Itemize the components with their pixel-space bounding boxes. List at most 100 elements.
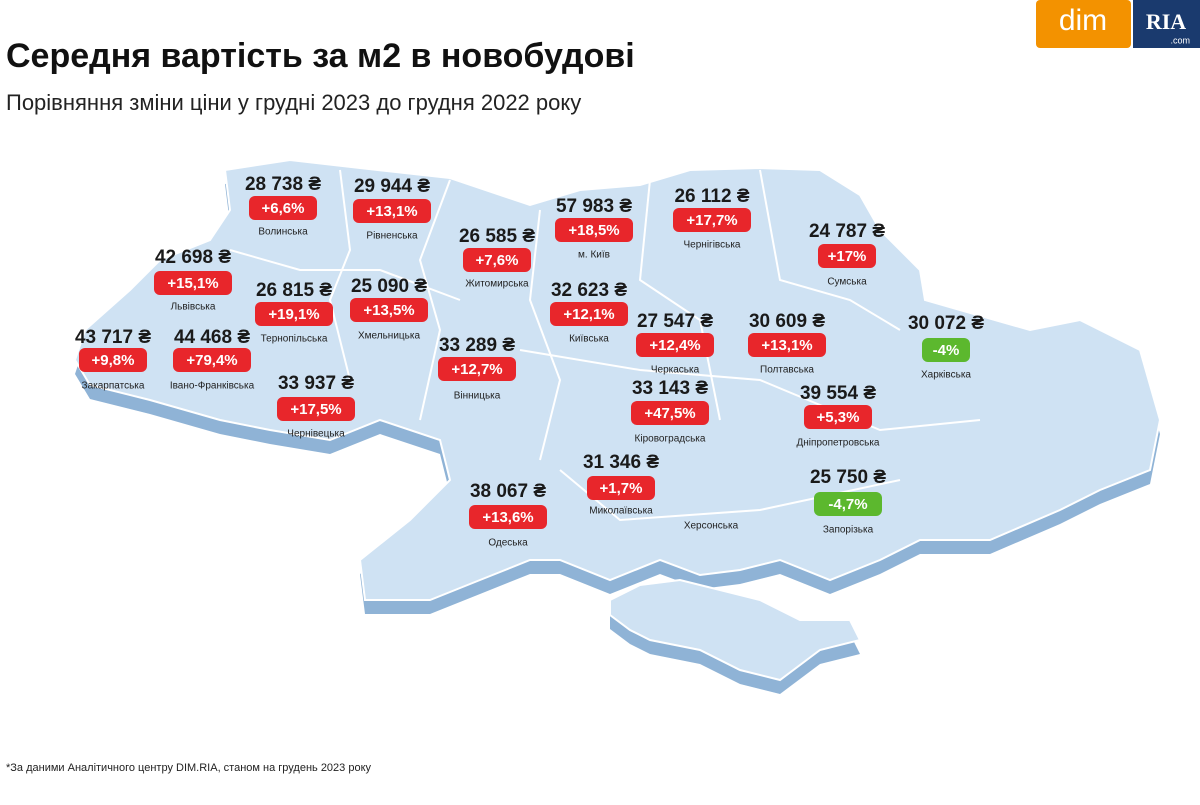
region-price: 30 609 ₴	[749, 311, 825, 332]
region-change: +9,8%	[92, 352, 135, 369]
region-change: +5,3%	[817, 409, 860, 426]
region-price: 30 072 ₴	[908, 313, 984, 334]
change-badge	[587, 476, 655, 500]
region-name: Дніпропетровська	[797, 438, 880, 449]
region-name: Запорізька	[823, 525, 874, 536]
region-price: 39 554 ₴	[800, 383, 876, 404]
change-badge	[550, 302, 628, 326]
region-price: 25 090 ₴	[351, 276, 427, 297]
region-price: 24 787 ₴	[809, 221, 885, 242]
region-price: 26 815 ₴	[256, 280, 332, 301]
region-change: -4%	[933, 342, 960, 359]
region-borders	[229, 169, 981, 522]
region-price: 31 346 ₴	[583, 452, 659, 473]
region-name: Вінницька	[454, 391, 501, 402]
region-name: Закарпатська	[82, 381, 145, 392]
change-badge	[631, 401, 709, 425]
region-price: 33 937 ₴	[278, 373, 354, 394]
title: Середня вартість за м2 в новобудові	[6, 37, 635, 75]
region-change: +79,4%	[186, 352, 237, 369]
region-name: Херсонська	[684, 521, 739, 532]
region-name: Рівненська	[366, 231, 418, 242]
region-name: Кіровоградська	[635, 434, 706, 445]
region-name: Харківська	[921, 370, 971, 381]
region-price: 43 717 ₴	[75, 327, 151, 348]
region-name: Львівська	[171, 302, 216, 313]
region-price: 33 289 ₴	[439, 335, 515, 356]
change-badge	[350, 298, 428, 322]
region-change: +7,6%	[476, 252, 519, 269]
ria-logo-domain: .com	[1170, 35, 1190, 45]
map	[73, 158, 1162, 694]
region-name: Чернігівська	[684, 240, 741, 251]
region-change: +18,5%	[568, 222, 619, 239]
region-price: 29 944 ₴	[354, 176, 430, 197]
region-change: +19,1%	[268, 306, 319, 323]
change-badge	[814, 492, 882, 516]
region-name: Полтавська	[760, 365, 814, 376]
region-name: Сумська	[827, 277, 867, 288]
region-change: +12,4%	[649, 337, 700, 354]
region-change: +47,5%	[644, 405, 695, 422]
change-badge	[748, 333, 826, 357]
region-price: 26 585 ₴	[459, 226, 535, 247]
change-badge	[249, 196, 317, 220]
region-name: Волинська	[258, 227, 308, 238]
change-badge	[469, 505, 547, 529]
region-price: 42 698 ₴	[155, 247, 231, 268]
region-change: +15,1%	[167, 275, 218, 292]
dim-logo-text: dim	[1059, 4, 1107, 37]
change-badge	[79, 348, 147, 372]
region-price: 26 112 ₴	[674, 186, 749, 207]
region-change: +12,1%	[563, 306, 614, 323]
region-name: Житомирська	[465, 279, 529, 290]
change-badge	[555, 218, 633, 242]
change-badge	[353, 199, 431, 223]
region-name: Одеська	[488, 538, 528, 549]
change-badge	[173, 348, 251, 372]
region-name: Київська	[569, 334, 609, 345]
change-badge	[463, 248, 531, 272]
change-badge	[255, 302, 333, 326]
region-change: +12,7%	[451, 361, 502, 378]
region-price: 33 143 ₴	[632, 378, 708, 399]
region-price: 44 468 ₴	[174, 327, 250, 348]
region-change: -4,7%	[828, 496, 867, 513]
dim-logo	[1036, 0, 1131, 48]
region-name: Хмельницька	[358, 331, 420, 342]
ria-logo-text: RIA	[1146, 9, 1186, 34]
change-badge	[636, 333, 714, 357]
region-name: м. Київ	[578, 250, 610, 261]
change-badge	[673, 208, 751, 232]
region-price: 28 738 ₴	[245, 174, 321, 195]
subtitle: Порівняння зміни ціни у грудні 2023 до г…	[6, 90, 581, 115]
region-price: 32 623 ₴	[551, 280, 627, 301]
region-change: +13,1%	[366, 203, 417, 220]
crimea	[609, 578, 862, 682]
region-name: Тернопільська	[261, 334, 328, 345]
region-name: Івано-Франківська	[170, 381, 255, 392]
region-price: 57 983 ₴	[556, 196, 632, 217]
region-price: 27 547 ₴	[637, 311, 713, 332]
region-name: Миколаївська	[589, 506, 653, 517]
change-badge	[922, 338, 970, 362]
region-price: 25 750 ₴	[810, 467, 886, 488]
region-change: +17%	[828, 248, 867, 265]
region-change: +13,1%	[761, 337, 812, 354]
region-change: +17,5%	[290, 401, 341, 418]
change-badge	[154, 271, 232, 295]
change-badge	[438, 357, 516, 381]
region-change: +17,7%	[686, 212, 737, 229]
change-badge	[804, 405, 872, 429]
region-change: +6,6%	[262, 200, 305, 217]
region-name: Черкаська	[651, 365, 700, 376]
region-change: +1,7%	[600, 480, 643, 497]
footnote: *За даними Аналітичного центру DIM.RIA, …	[6, 762, 372, 774]
ria-logo	[1133, 0, 1200, 48]
region-change: +13,6%	[482, 509, 533, 526]
region-name: Чернівецька	[287, 429, 345, 440]
change-badge	[277, 397, 355, 421]
region-change: +13,5%	[363, 302, 414, 319]
region-price: 38 067 ₴	[470, 481, 546, 502]
